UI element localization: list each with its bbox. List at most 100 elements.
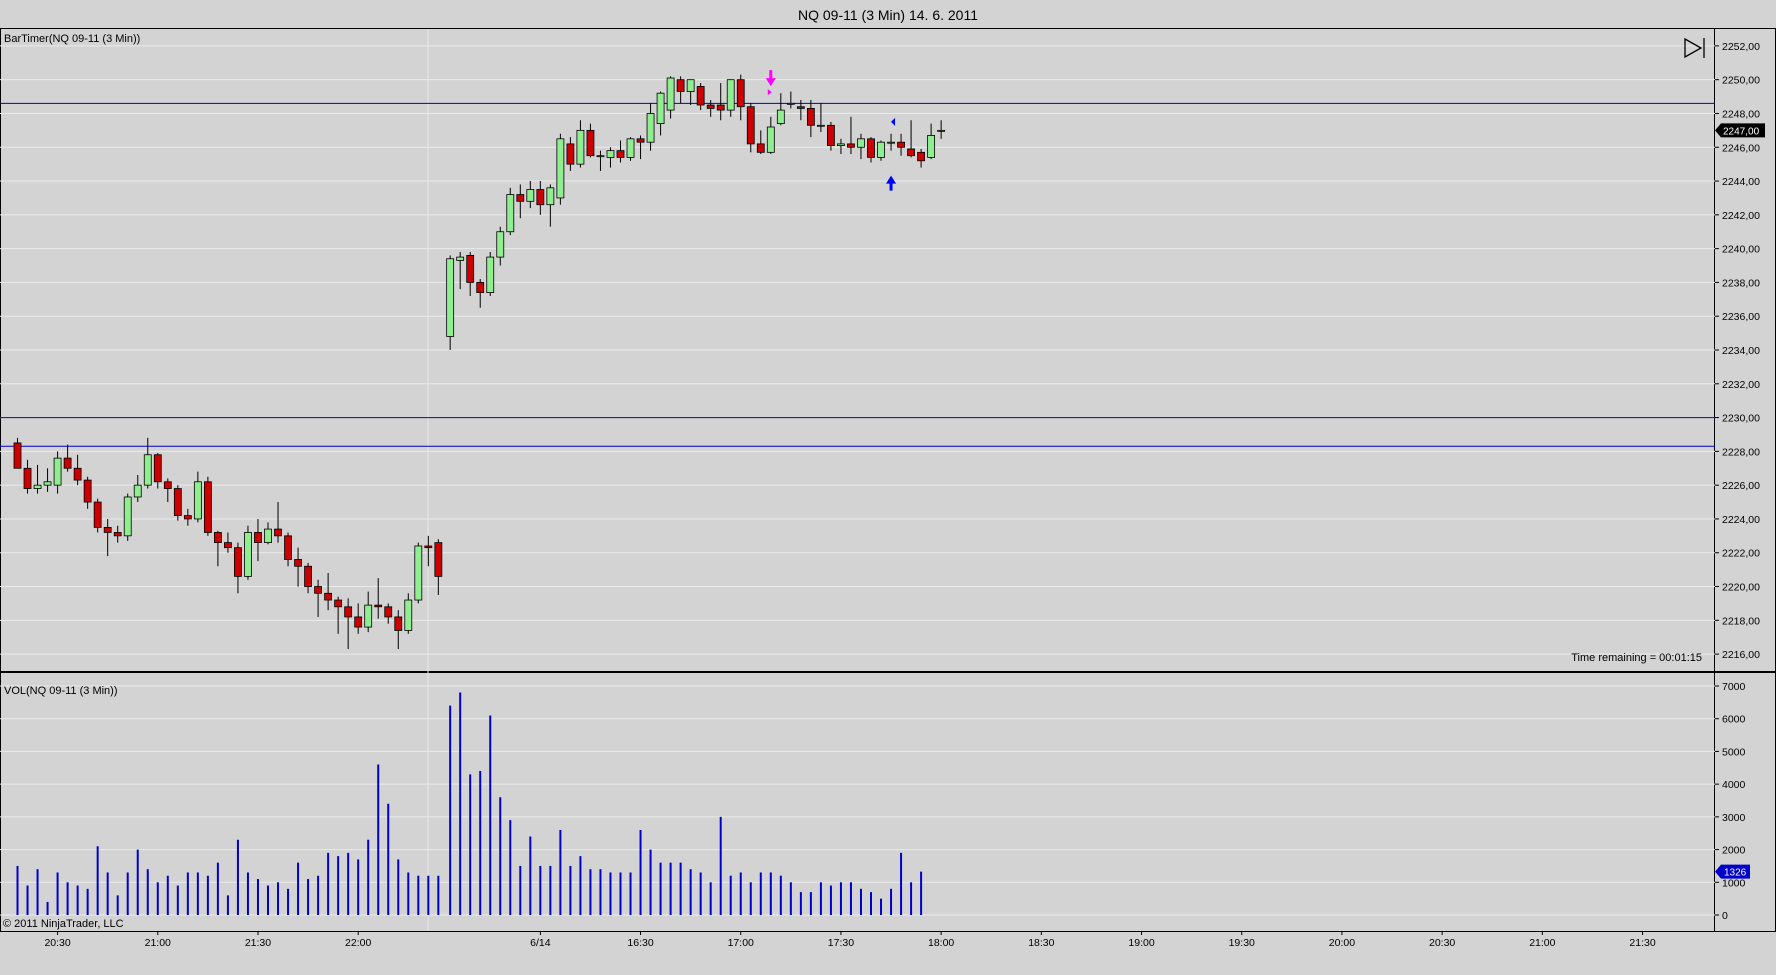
- last-volume-text: 1326: [1724, 868, 1747, 879]
- candle: [907, 120, 915, 158]
- candle: [937, 120, 946, 139]
- candle: [676, 76, 685, 104]
- candle: [254, 518, 262, 562]
- candle: [526, 181, 535, 209]
- candle: [456, 252, 465, 290]
- candle-body: [414, 545, 423, 601]
- candle: [304, 562, 312, 594]
- candle: [213, 530, 222, 567]
- candle: [786, 91, 795, 109]
- volume-series: [16, 692, 923, 915]
- time-tick-label: 19:30: [1229, 937, 1255, 949]
- candle: [133, 475, 142, 503]
- candle: [153, 453, 162, 489]
- candle: [496, 226, 505, 266]
- candle-body: [907, 148, 915, 157]
- candle: [93, 498, 102, 533]
- candle-body: [113, 532, 122, 537]
- candle: [163, 478, 172, 503]
- candle-body: [917, 151, 925, 162]
- time-tick-label: 16:30: [627, 937, 653, 949]
- candle: [53, 451, 62, 494]
- candle-body: [857, 138, 865, 148]
- candle-body: [716, 104, 725, 111]
- price-tick-label: 2224,00: [1722, 514, 1760, 526]
- candle: [43, 468, 52, 492]
- candle-body: [173, 488, 182, 516]
- candle-body: [213, 532, 222, 543]
- candle-body: [506, 194, 515, 233]
- candle: [626, 137, 635, 161]
- candle-body: [606, 150, 615, 158]
- candle: [404, 593, 413, 634]
- candle: [827, 121, 835, 151]
- candle: [927, 123, 936, 160]
- candle-body: [726, 79, 735, 111]
- candle-body: [63, 457, 72, 469]
- candle-body: [374, 604, 383, 608]
- price-panel-label: BarTimer(NQ 09-11 (3 Min)): [4, 33, 140, 45]
- candle-body: [937, 129, 946, 132]
- candle-body: [556, 138, 565, 199]
- sell-arrow-head: [765, 78, 776, 87]
- candle-body: [867, 138, 875, 158]
- price-tick-label: 2230,00: [1722, 413, 1760, 425]
- candle: [887, 133, 895, 151]
- candle-body: [73, 467, 82, 481]
- candle: [917, 148, 925, 168]
- price-tick-label: 2232,00: [1722, 379, 1760, 391]
- candle: [63, 444, 72, 472]
- price-tick-label: 2238,00: [1722, 277, 1760, 289]
- candle: [173, 485, 182, 521]
- candle-body: [736, 79, 745, 108]
- candle-body: [183, 515, 192, 520]
- candle-body: [466, 254, 475, 283]
- candle: [796, 99, 805, 121]
- candle: [847, 116, 855, 155]
- volume-axis-ticks: 0 1000 2000 3000 4000 5000 6000 7000: [1715, 681, 1746, 922]
- candle-body: [203, 481, 212, 533]
- volume-tick-label: 7000: [1722, 681, 1746, 693]
- candle-body: [656, 92, 665, 125]
- candle: [576, 120, 585, 168]
- candle: [324, 573, 333, 611]
- candle: [486, 252, 495, 296]
- candle-body: [817, 124, 825, 127]
- candle: [33, 464, 42, 494]
- volume-tick-label: 4000: [1722, 779, 1746, 791]
- candle: [546, 184, 555, 227]
- candle-body: [786, 102, 795, 105]
- candle: [556, 133, 565, 205]
- candle-body: [434, 542, 443, 577]
- candle: [616, 140, 625, 163]
- play-icon: [1684, 37, 1703, 59]
- time-tick-label: 6/14: [530, 937, 551, 949]
- volume-panel-label: VOL(NQ 09-11 (3 Min)): [4, 685, 118, 697]
- candle: [294, 547, 302, 587]
- price-tick-label: 2252,00: [1722, 41, 1760, 53]
- candle: [123, 493, 132, 541]
- candle: [224, 532, 232, 553]
- time-axis-ticks: 20:30 21:00 21:30 22:00 6/14 16:30 17:00 17:30 1…: [44, 931, 1656, 949]
- sell-arrow-icon: [769, 70, 773, 80]
- candle: [384, 603, 393, 624]
- candle-body: [646, 113, 655, 143]
- candle: [113, 525, 122, 543]
- candle-body: [143, 454, 152, 486]
- candle: [466, 252, 475, 296]
- horizontal-lines[interactable]: [0, 102, 1715, 447]
- price-tick-label: 2240,00: [1722, 244, 1760, 256]
- time-remaining-text: Time remaining = 00:01:15: [1571, 652, 1702, 664]
- candle: [354, 603, 363, 634]
- skip-to-end-button[interactable]: [1682, 36, 1708, 59]
- candle: [716, 83, 725, 121]
- time-tick-label: 21:00: [1529, 937, 1555, 949]
- last-price-label: 2247,00: [1715, 123, 1765, 138]
- candle-body: [294, 559, 302, 567]
- price-tick-label: 2216,00: [1722, 649, 1760, 661]
- candle-body: [696, 86, 705, 106]
- volume-panel[interactable]: [0, 672, 1776, 932]
- candle-body: [53, 457, 62, 486]
- time-tick-label: 20:00: [1329, 937, 1355, 949]
- candle-body: [877, 141, 885, 158]
